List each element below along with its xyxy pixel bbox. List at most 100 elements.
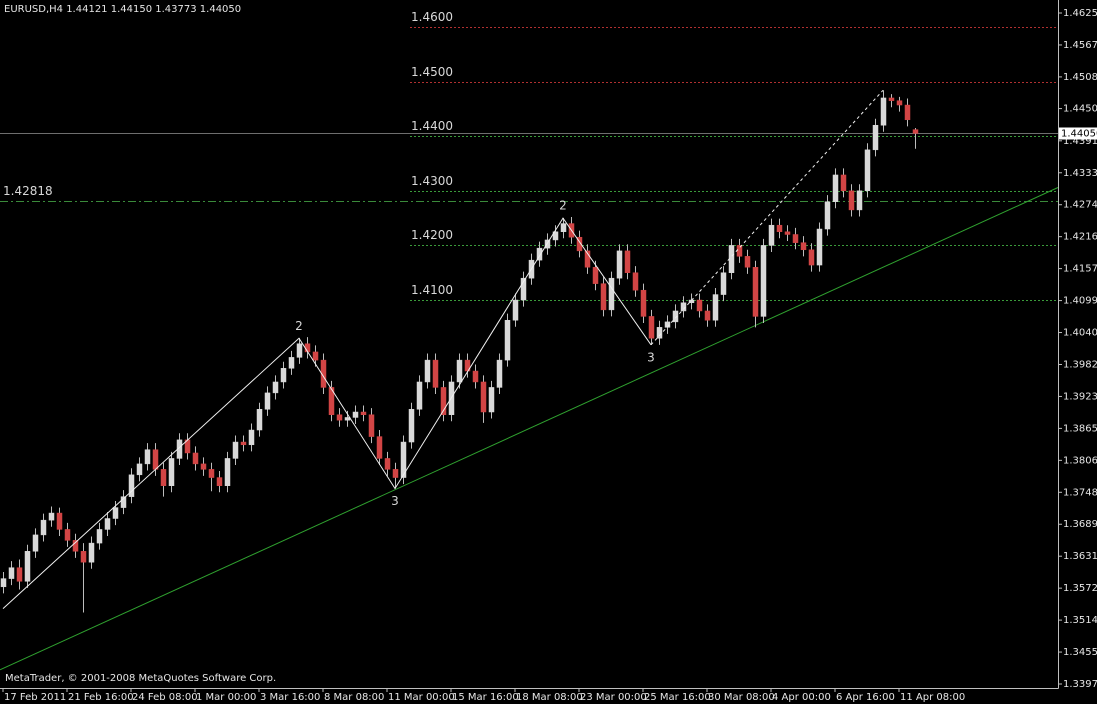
wave-label: 2 (295, 319, 303, 333)
trendline (0, 187, 1059, 671)
candle-body (624, 250, 631, 273)
candle-body (376, 436, 383, 459)
candle-body (112, 507, 119, 519)
x-tick-label: 3 Mar 16:00 (260, 692, 320, 703)
candle-body (384, 458, 391, 470)
candle-body (672, 310, 679, 323)
candle-body (168, 458, 175, 486)
candle-body (192, 452, 199, 465)
candle-body (216, 477, 223, 486)
candle-body (816, 228, 823, 266)
candle-body (360, 411, 367, 415)
candle-body (48, 512, 55, 521)
candle-body (432, 359, 439, 388)
footer: MetaTrader, © 2001-2008 MetaQuotes Softw… (5, 673, 276, 684)
candle-body (760, 245, 767, 317)
candle-body (40, 519, 47, 536)
candle-body (272, 381, 279, 394)
bid-box (1059, 127, 1097, 140)
y-tick-label: 1.33970 (1063, 679, 1097, 690)
candle-body (704, 310, 711, 321)
y-tick-label: 1.44505 (1063, 104, 1097, 115)
y-tick-label: 1.45670 (1063, 40, 1097, 51)
level-label: 1.4100 (411, 283, 453, 297)
wave-label: 3 (647, 350, 655, 364)
candle-body (352, 411, 359, 418)
candle-body (608, 277, 615, 311)
candle-body (160, 469, 167, 486)
candle-body (680, 302, 687, 312)
candle-body (752, 267, 759, 317)
y-tick-label: 1.45085 (1063, 72, 1097, 83)
candle-body (864, 149, 871, 192)
candle-body (512, 299, 519, 321)
y-tick-label: 1.38650 (1063, 423, 1097, 434)
candle-body (888, 97, 895, 101)
x-tick-label: 18 Mar 08:00 (516, 692, 583, 703)
candle-body (736, 245, 743, 257)
candle-body (392, 469, 399, 478)
candle-body (344, 417, 351, 421)
candle-body (328, 387, 335, 415)
candle-body (768, 224, 775, 246)
candle-body (776, 224, 783, 233)
level-label: 1.4400 (411, 119, 453, 133)
candle-body (792, 234, 799, 243)
candle-body (552, 231, 559, 241)
candle-body (224, 458, 231, 486)
candle-body (240, 441, 247, 446)
x-tick-label: 25 Mar 16:00 (644, 692, 711, 703)
candle-body (288, 357, 295, 369)
candle-body (800, 242, 807, 251)
candle-body (296, 343, 303, 358)
y-tick-label: 1.43915 (1063, 136, 1097, 147)
candle-body (88, 542, 95, 563)
candle-body (104, 518, 111, 530)
wave-label: 2 (559, 199, 567, 213)
x-tick-label: 17 Feb 2011 (4, 692, 66, 703)
candle-body (8, 567, 15, 579)
y-tick-label: 1.40405 (1063, 328, 1097, 339)
candle-body (208, 469, 215, 478)
candle-body (648, 316, 655, 339)
y-tick-label: 1.43330 (1063, 168, 1097, 179)
x-tick-label: 15 Mar 16:00 (452, 692, 519, 703)
candle-body (312, 351, 319, 361)
x-tick-label: 11 Apr 08:00 (900, 692, 965, 703)
x-tick-label: 24 Feb 08:00 (132, 692, 198, 703)
y-tick-label: 1.35725 (1063, 583, 1097, 594)
candle-body (56, 512, 63, 530)
candle-body (16, 567, 23, 582)
candle-body (408, 409, 415, 443)
y-tick-label: 1.35140 (1063, 615, 1097, 626)
y-tick-label: 1.34555 (1063, 647, 1097, 658)
candle-body (472, 370, 479, 383)
candle-body (712, 294, 719, 321)
x-tick-label: 1 Mar 00:00 (196, 692, 256, 703)
candle-body (744, 256, 751, 268)
candle-body (248, 429, 255, 446)
candle-body (256, 409, 263, 431)
candle-body (912, 129, 919, 134)
level-label: 1.4200 (411, 228, 453, 242)
candle-body (880, 97, 887, 126)
candle-body (848, 190, 855, 211)
y-tick-label: 1.42160 (1063, 232, 1097, 243)
wave-line (2, 217, 652, 610)
candle-body (264, 392, 271, 410)
candle-body (336, 414, 343, 421)
y-tick-label: 1.42745 (1063, 200, 1097, 211)
candle-body (856, 190, 863, 211)
y-tick-label: 1.39820 (1063, 359, 1097, 370)
candle-body (0, 578, 7, 588)
wave-label: 3 (391, 494, 399, 508)
candle-body (824, 201, 831, 230)
x-tick-label: 4 Apr 00:00 (772, 692, 831, 703)
candle-body (320, 359, 327, 388)
y-tick-label: 1.38065 (1063, 455, 1097, 466)
candle-body (904, 104, 911, 121)
x-tick-label: 21 Feb 16:00 (68, 692, 134, 703)
y-tick-label: 1.36895 (1063, 519, 1097, 530)
pivot-label: 1.42818 (3, 184, 53, 198)
